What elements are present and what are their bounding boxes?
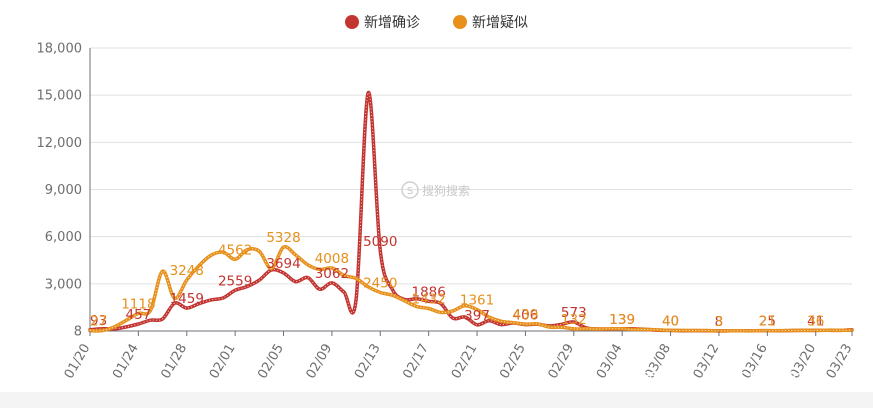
data-label: 40 [662,313,679,329]
data-label: 93 [90,313,107,329]
data-label: 41 [807,313,824,329]
y-axis: 8 3,000 6,000 9,000 12,000 15,000 18,000 [37,42,91,340]
data-label: 3248 [170,263,204,279]
y-tick-label: 8 [74,325,82,340]
data-label: 132 [561,312,587,328]
data-label: 4008 [315,251,349,267]
series-line-suspected-points [89,246,853,332]
series-line-confirmed-points [89,92,853,332]
data-label: 40 [662,313,679,329]
data-label: 5090 [363,234,397,250]
data-label: 21 [759,314,776,330]
sogou-logo-letter: S [407,186,413,197]
data-label: 3694 [266,256,300,272]
footer-bar [0,392,873,408]
y-tick-label: 12,000 [37,136,83,151]
y-tick-label: 3,000 [45,277,82,292]
data-label: 2559 [218,273,252,289]
data-label: 25 [759,314,776,330]
y-tick-label: 18,000 [37,42,83,57]
grid-lines [90,47,852,332]
sogou-watermark: S 搜狗搜索 [401,181,470,199]
xueqiu-watermark: 雪球：凤哥儿捉妖 [614,370,808,394]
data-label: 573 [561,305,587,321]
data-label: 8 [715,314,724,330]
data-label: 27 [90,314,107,330]
series-line-suspected-group [88,245,854,333]
legend[interactable]: 新增确诊 新增疑似 [345,15,528,31]
data-label: 3 [715,314,724,330]
series-lines [88,91,854,333]
data-label: 406 [513,308,539,324]
data-label: 3062 [315,266,349,282]
data-label: 1118 [121,296,155,312]
legend-item-suspected[interactable]: 新增疑似 [453,15,528,31]
sogou-watermark-text: 搜狗搜索 [422,183,470,198]
legend-marker-suspected [453,15,467,29]
legend-item-confirmed[interactable]: 新增确诊 [345,15,420,31]
legend-label-confirmed: 新增确诊 [364,15,420,31]
xueqiu-logo-icon [614,370,636,392]
legend-marker-confirmed [345,15,359,29]
data-label: 1361 [460,293,494,309]
data-label: 1432 [411,291,445,307]
xueqiu-watermark-text: 雪球：凤哥儿捉妖 [640,370,808,394]
data-label: 4562 [218,242,252,258]
y-tick-label: 9,000 [45,183,82,198]
data-label: 2450 [363,275,397,291]
data-label: 397 [464,308,490,324]
y-tick-label: 6,000 [45,230,82,245]
data-label: 5328 [266,230,300,246]
sogou-logo-icon [401,181,419,199]
data-label: 457 [125,307,151,323]
data-label: 139 [609,312,635,328]
data-label: 36 [807,313,824,329]
y-tick-label: 15,000 [37,89,83,104]
data-label: 1886 [411,284,445,300]
data-label: 1459 [170,291,204,307]
data-label: 439 [513,307,539,323]
data-label: 139 [609,312,635,328]
legend-label-suspected: 新增疑似 [472,15,528,31]
